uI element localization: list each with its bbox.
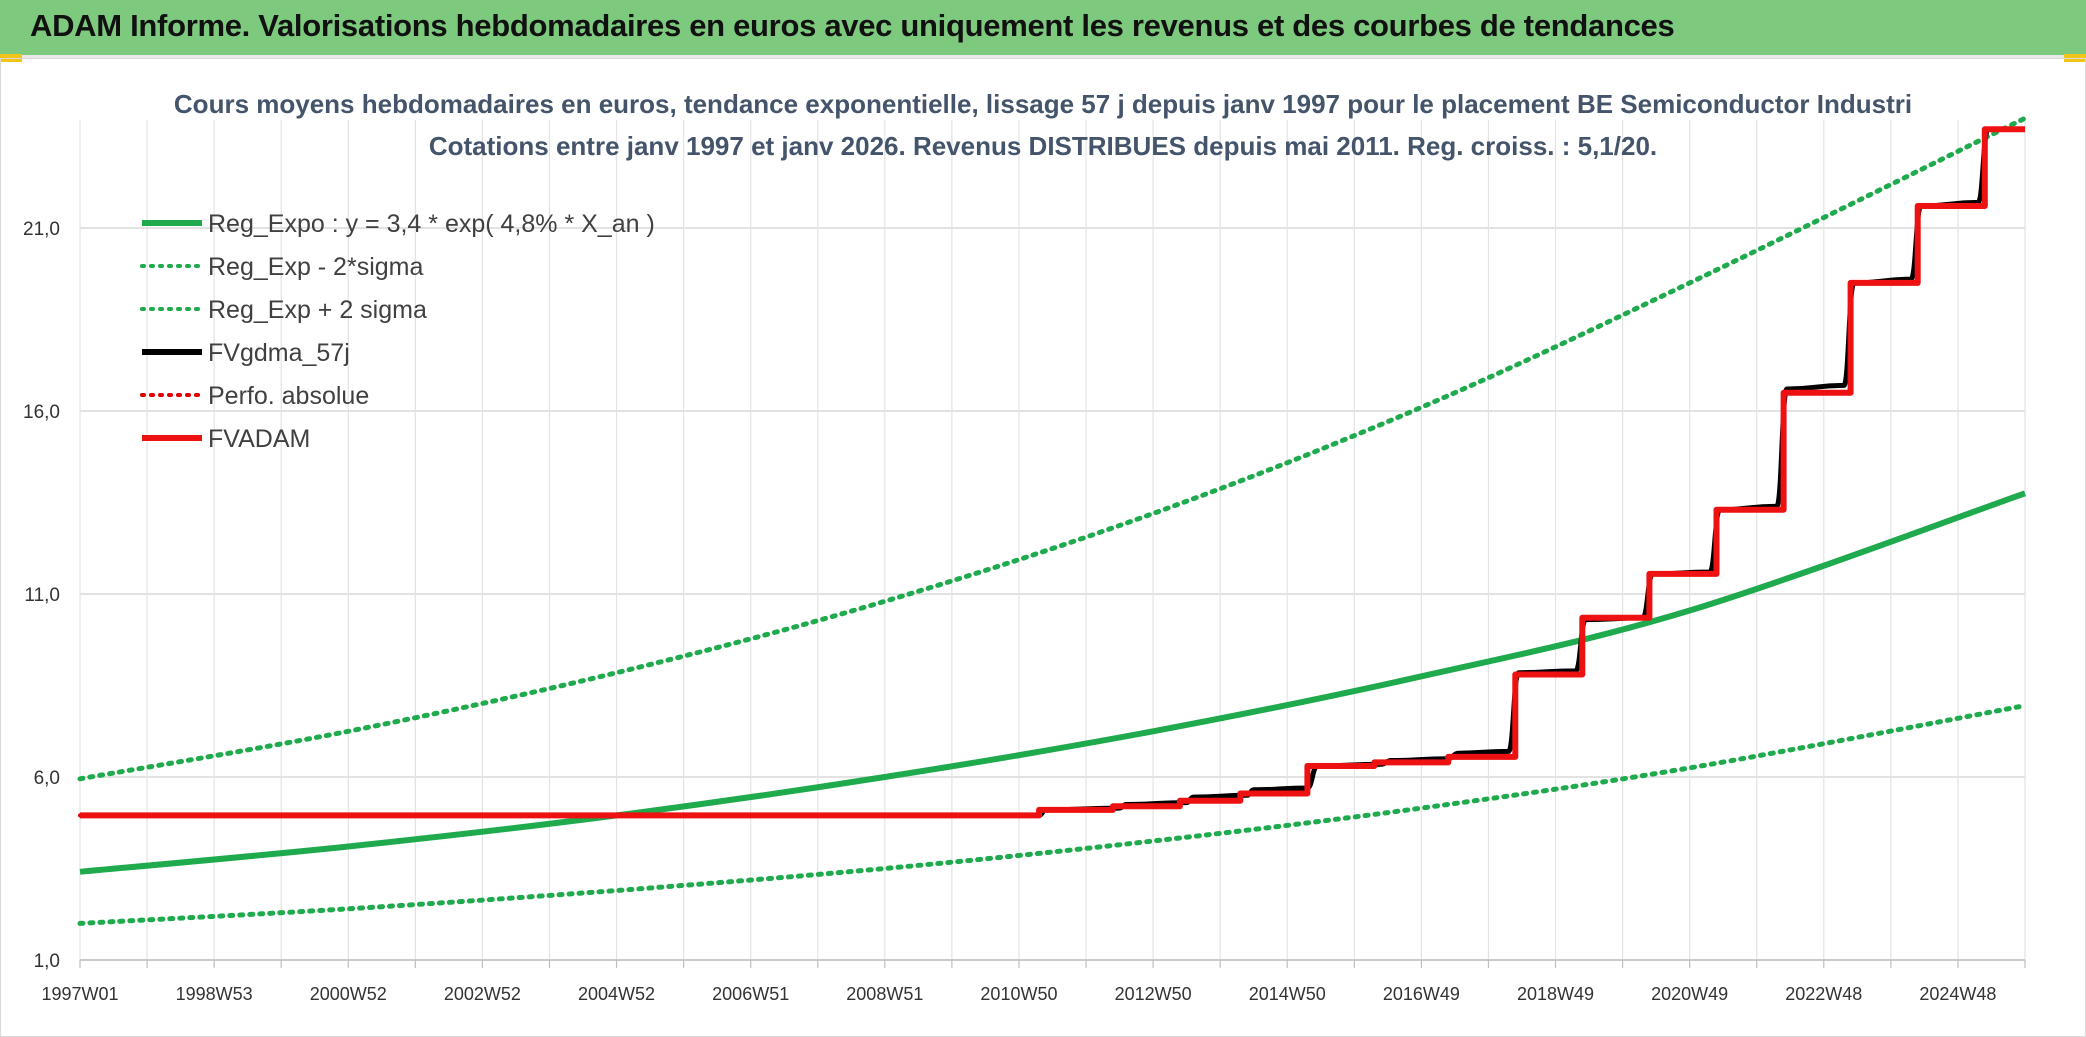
header-title: ADAM Informe. Valorisations hebdomadaire… <box>30 8 1675 43</box>
x-tick-label: 2000W52 <box>310 984 387 1004</box>
x-tick-label: 2002W52 <box>444 984 521 1004</box>
legend-label: Reg_Exp + 2 sigma <box>208 296 427 324</box>
y-tick-label: 21,0 <box>23 219 60 240</box>
x-axis: 1997W01 1998W53 2000W52 2002W52 2004W52 2006W… <box>41 984 1996 1004</box>
x-tick-label: 2010W50 <box>980 984 1057 1004</box>
y-tick-label: 6,0 <box>34 768 60 789</box>
x-tick-label: 2020W49 <box>1651 984 1728 1004</box>
y-axis: 1,0 6,0 11,0 16,0 21,0 <box>23 219 60 972</box>
x-tick-label: 2022W48 <box>1785 984 1862 1004</box>
series-line-3 <box>77 115 2028 782</box>
series-line-6 <box>80 126 2025 819</box>
series-line-1 <box>79 490 2026 875</box>
legend-label: Perfo. absolue <box>208 382 369 410</box>
legend-label: FVADAM <box>208 425 310 453</box>
x-tick-label: 2016W49 <box>1383 984 1460 1004</box>
header-bar: ADAM Informe. Valorisations hebdomadaire… <box>0 0 2086 58</box>
chart-series <box>77 115 2028 926</box>
x-tick-label: 2018W49 <box>1517 984 1594 1004</box>
series-line-2 <box>77 703 2028 926</box>
chart-title-line2: Cotations entre janv 1997 et janv 2026. … <box>429 131 1657 161</box>
x-tick-label: 2014W50 <box>1249 984 1326 1004</box>
legend: Reg_Expo : y = 3,4 * exp( 4,8% * X_an ) R… <box>140 210 655 453</box>
x-tick-label: 2004W52 <box>578 984 655 1004</box>
y-tick-label: 1,0 <box>34 951 60 972</box>
chart-title-line1: Cours moyens hebdomadaires en euros, ten… <box>174 89 1912 119</box>
y-tick-label: 11,0 <box>24 585 60 606</box>
x-tick-label: 2006W51 <box>712 984 789 1004</box>
x-tick-label: 2024W48 <box>1919 984 1996 1004</box>
x-tick-label: 1997W01 <box>41 984 118 1004</box>
chart-grid <box>79 120 2026 968</box>
x-tick-label: 1998W53 <box>176 984 253 1004</box>
x-tick-label: 2008W51 <box>846 984 923 1004</box>
legend-label: Reg_Exp - 2*sigma <box>208 253 423 281</box>
legend-label: Reg_Expo : y = 3,4 * exp( 4,8% * X_an ) <box>208 210 655 238</box>
legend-label: FVgdma_57j <box>208 339 350 367</box>
y-tick-label: 16,0 <box>23 402 60 423</box>
x-tick-label: 2012W50 <box>1115 984 1192 1004</box>
